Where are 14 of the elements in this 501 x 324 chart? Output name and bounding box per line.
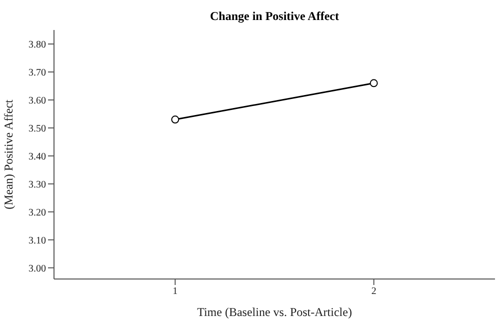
y-tick-label: 3.70	[28, 68, 46, 79]
y-tick-label: 3.50	[28, 123, 46, 134]
y-tick-label: 3.10	[28, 235, 46, 246]
y-axis-title: (Mean) Positive Affect	[1, 98, 16, 210]
chart-title: Change in Positive Affect	[209, 9, 340, 24]
y-tick-label: 3.00	[28, 263, 46, 274]
y-tick-label: 3.40	[28, 151, 46, 162]
x-axis-title: Time (Baseline vs. Post-Article)	[197, 305, 352, 319]
y-tick-label: 3.80	[28, 40, 46, 51]
y-tick-label: 3.60	[28, 95, 46, 106]
y-tick-label: 3.30	[28, 179, 46, 190]
x-tick-label: 2	[371, 286, 376, 298]
x-tick-label: 1	[172, 286, 178, 298]
y-tick-label: 3.20	[28, 207, 46, 218]
